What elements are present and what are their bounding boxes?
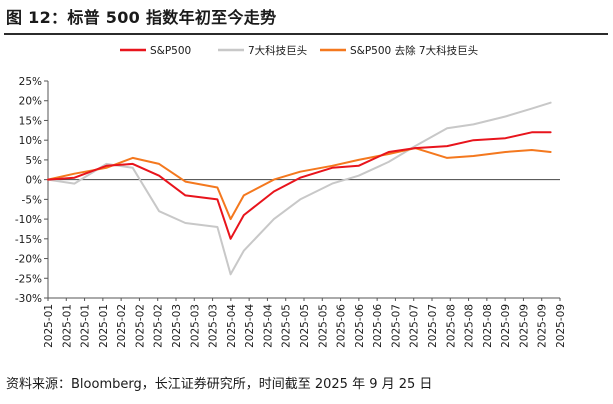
x-tick-label: 2025-08 xyxy=(464,304,476,348)
x-tick-label: 2025-05 xyxy=(281,304,293,348)
y-tick-label: -25% xyxy=(15,273,42,285)
x-tick-label: 2025-09 xyxy=(537,304,549,348)
y-tick-label: 15% xyxy=(19,115,42,127)
legend-label: S&P500 xyxy=(150,45,191,57)
x-tick-label: 2025-09 xyxy=(518,304,530,348)
line-chart: -30%-25%-20%-15%-10%-5%0%5%10%15%20%25% … xyxy=(15,44,567,348)
x-tick-label: 2025-06 xyxy=(372,304,384,348)
source-note: 资料来源：Bloomberg，长江证券研究所，时间截至 2025 年 9 月 2… xyxy=(6,377,433,392)
x-tick-label: 2025-08 xyxy=(445,304,457,348)
x-tick-label: 2025-02 xyxy=(134,304,146,348)
x-tick-label: 2025-09 xyxy=(500,304,512,348)
x-tick-label: 2025-07 xyxy=(390,304,402,348)
series-line xyxy=(47,101,552,276)
x-tick-label: 2025-03 xyxy=(189,304,201,348)
series-line xyxy=(47,131,552,240)
x-tick-label: 2025-01 xyxy=(80,304,92,348)
x-tick-label: 2025-07 xyxy=(409,304,421,348)
x-tick-label: 2025-01 xyxy=(61,304,73,348)
y-tick-labels: -30% -25% -20% -15% -10% -5% 0% 5% 10% 15% 20% 25% xyxy=(15,76,42,305)
x-tick-label: 2025-06 xyxy=(354,304,366,348)
y-tick-label: 20% xyxy=(19,96,42,108)
x-tick-label: 2025-03 xyxy=(171,304,183,348)
y-tick-label: -20% xyxy=(15,254,42,266)
y-tick-label: 5% xyxy=(25,155,42,167)
x-tick-label: 2025-01 xyxy=(98,304,110,348)
y-tick-label: -15% xyxy=(15,234,42,246)
y-tick-label: -5% xyxy=(22,194,42,206)
x-tick-label: 2025-07 xyxy=(427,304,439,348)
y-tick-label: 25% xyxy=(19,76,42,88)
title-divider xyxy=(4,33,608,35)
legend: S&P500 7大科技巨头 S&P500 去除 7大科技巨头 xyxy=(120,44,478,57)
x-tick-label: 2025-08 xyxy=(482,304,494,348)
series-line xyxy=(47,147,552,221)
x-tick-label: 2025-04 xyxy=(244,304,256,348)
x-tick-label: 2025-05 xyxy=(317,304,329,348)
x-tick-label: 2025-01 xyxy=(43,304,55,348)
legend-label: 7大科技巨头 xyxy=(248,44,307,57)
y-tick-label: 10% xyxy=(19,135,42,147)
x-tick-label: 2025-03 xyxy=(208,304,220,348)
y-tick-label: -10% xyxy=(15,214,42,226)
x-tick-labels: 2025-01 2025-01 2025-01 2025-01 2025-02 2025-… xyxy=(43,304,567,348)
x-tick-label: 2025-04 xyxy=(262,304,274,348)
y-tick-label: -30% xyxy=(15,293,42,305)
figure-title: 图 12：标普 500 指数年初至今走势 xyxy=(6,8,277,27)
x-tick-label: 2025-02 xyxy=(153,304,165,348)
x-tick-label: 2025-06 xyxy=(336,304,348,348)
series-lines xyxy=(47,101,552,276)
x-tick-label: 2025-04 xyxy=(226,304,238,348)
legend-label: S&P500 去除 7大科技巨头 xyxy=(350,44,478,57)
axes xyxy=(44,80,561,301)
x-tick-label: 2025-09 xyxy=(555,304,567,348)
x-tick-label: 2025-05 xyxy=(299,304,311,348)
y-tick-label: 0% xyxy=(25,175,42,187)
x-tick-label: 2025-02 xyxy=(116,304,128,348)
